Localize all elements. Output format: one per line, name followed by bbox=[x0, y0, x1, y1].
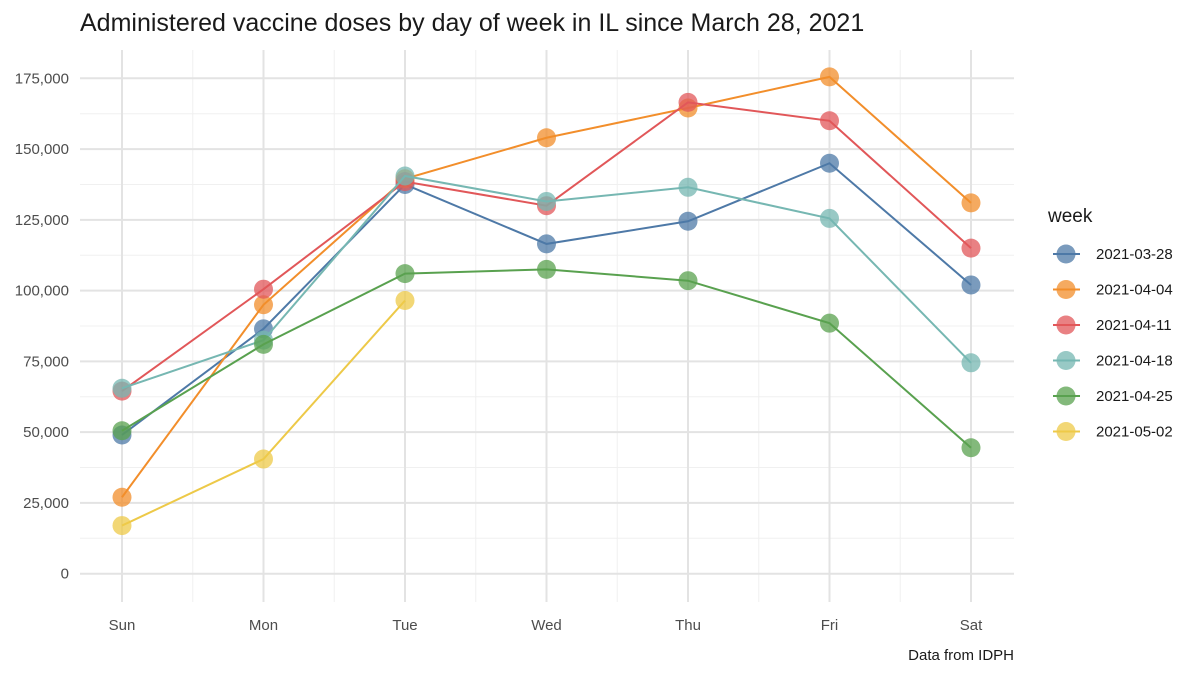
legend-item: 2021-04-25 bbox=[1053, 386, 1173, 406]
y-tick-label: 150,000 bbox=[15, 141, 69, 158]
legend-item: 2021-03-28 bbox=[1053, 244, 1173, 264]
legend-key-point bbox=[1056, 422, 1076, 441]
y-tick-label: 75,000 bbox=[23, 353, 69, 370]
x-axis-ticks: Sun Mon Tue Wed Thu Fri Sat bbox=[109, 617, 983, 634]
series-2021-04-25 bbox=[112, 259, 981, 458]
data-point bbox=[961, 238, 981, 258]
legend: week 2021-03-28 2021-04-04 2021-04-11 2021-… bbox=[1047, 206, 1173, 441]
legend-label: 2021-05-02 bbox=[1096, 424, 1173, 441]
data-point bbox=[112, 487, 132, 507]
legend-item: 2021-04-11 bbox=[1053, 315, 1172, 335]
series-2021-05-02 bbox=[112, 291, 415, 536]
legend-label: 2021-04-18 bbox=[1096, 353, 1173, 370]
y-tick-label: 100,000 bbox=[15, 283, 69, 300]
legend-key-point bbox=[1056, 386, 1076, 406]
data-point bbox=[678, 271, 698, 291]
data-point bbox=[961, 438, 981, 458]
data-point bbox=[820, 208, 839, 228]
data-point bbox=[537, 259, 556, 279]
data-point bbox=[820, 111, 839, 131]
legend-item: 2021-05-02 bbox=[1053, 422, 1173, 441]
legend-key-point bbox=[1056, 280, 1076, 299]
legend-title: week bbox=[1047, 206, 1093, 227]
y-tick-label: 50,000 bbox=[23, 424, 69, 441]
legend-label: 2021-04-25 bbox=[1096, 388, 1173, 405]
data-point bbox=[395, 291, 415, 311]
data-point bbox=[395, 264, 415, 284]
data-point bbox=[678, 92, 698, 112]
legend-label: 2021-04-11 bbox=[1096, 317, 1172, 334]
x-tick-label: Wed bbox=[531, 617, 562, 634]
x-tick-label: Sat bbox=[960, 617, 983, 634]
y-tick-label: 125,000 bbox=[15, 212, 69, 229]
y-tick-label: 0 bbox=[61, 566, 69, 583]
series-layer bbox=[112, 67, 981, 536]
y-axis-ticks: 0 25,000 50,000 75,000 100,000 125,000 150,000… bbox=[15, 70, 69, 582]
legend-item: 2021-04-18 bbox=[1053, 351, 1173, 370]
legend-label: 2021-04-04 bbox=[1096, 282, 1173, 299]
data-point bbox=[112, 421, 132, 441]
plot-grid bbox=[80, 50, 1014, 602]
legend-key-point bbox=[1056, 315, 1076, 335]
legend-item: 2021-04-04 bbox=[1053, 280, 1173, 299]
x-tick-label: Mon bbox=[249, 617, 278, 634]
data-point bbox=[820, 153, 839, 173]
data-point bbox=[961, 275, 981, 295]
data-point bbox=[254, 334, 273, 354]
chart-caption: Data from IDPH bbox=[908, 647, 1014, 664]
y-tick-label: 25,000 bbox=[23, 495, 69, 512]
data-point bbox=[254, 279, 273, 299]
data-point bbox=[254, 295, 273, 315]
data-point bbox=[112, 516, 132, 536]
x-tick-label: Tue bbox=[392, 617, 417, 634]
data-point bbox=[820, 67, 839, 87]
legend-key-point bbox=[1056, 351, 1076, 370]
data-point bbox=[537, 234, 556, 254]
data-point bbox=[254, 449, 273, 469]
data-point bbox=[678, 177, 698, 197]
data-point bbox=[537, 191, 556, 211]
legend-label: 2021-03-28 bbox=[1096, 246, 1173, 263]
y-tick-label: 175,000 bbox=[15, 70, 69, 87]
data-point bbox=[678, 211, 698, 231]
legend-key-point bbox=[1056, 244, 1076, 264]
chart-title: Administered vaccine doses by day of wee… bbox=[80, 9, 864, 37]
x-tick-label: Sun bbox=[109, 617, 136, 634]
data-point bbox=[537, 128, 556, 148]
data-point bbox=[961, 353, 981, 373]
data-point bbox=[820, 313, 839, 333]
data-point bbox=[961, 193, 981, 213]
data-point bbox=[395, 166, 415, 186]
data-point bbox=[112, 378, 132, 398]
x-tick-label: Thu bbox=[675, 617, 701, 634]
x-tick-label: Fri bbox=[821, 617, 839, 634]
